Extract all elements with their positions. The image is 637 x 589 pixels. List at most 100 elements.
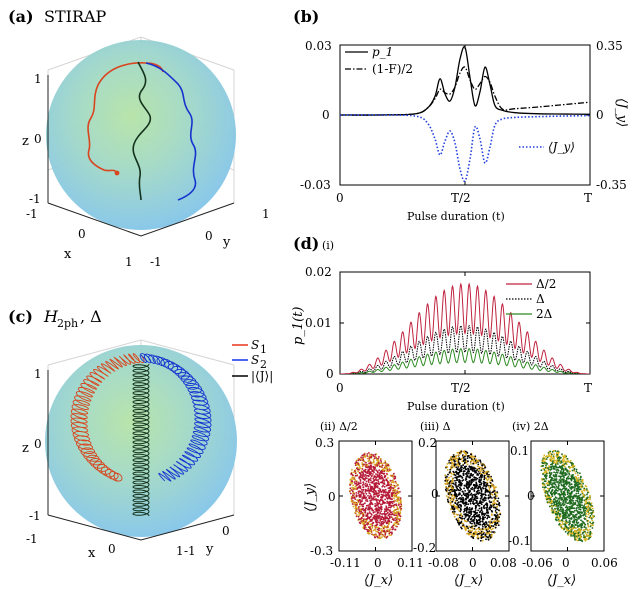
- scatter-point: [558, 493, 561, 495]
- scatter-point: [577, 525, 579, 528]
- scatter-point: [471, 455, 473, 457]
- scatter-point: [364, 502, 366, 505]
- scatter-point: [494, 518, 497, 520]
- scatter-point: [581, 485, 584, 488]
- scatter-point: [488, 508, 490, 510]
- scatter-point: [488, 525, 490, 528]
- scatter-point: [584, 532, 587, 534]
- scatter-point: [588, 502, 591, 505]
- scatter-point: [556, 497, 558, 499]
- scatter-point: [471, 520, 473, 523]
- scatter-point: [448, 489, 450, 492]
- scatter-point: [391, 475, 394, 478]
- scatter-point: [479, 481, 481, 483]
- scatter-point: [545, 477, 548, 480]
- scatter-point: [568, 485, 570, 488]
- scatter-point: [367, 475, 370, 478]
- scatter-point: [583, 504, 585, 507]
- scatter-point: [370, 515, 372, 518]
- sphere-a-y-tick: 1: [262, 207, 270, 221]
- scatter-point: [361, 468, 364, 470]
- scatter-point: [482, 501, 484, 503]
- scatter-point: [570, 505, 573, 508]
- scatter-point: [372, 477, 375, 480]
- scatter-point: [392, 474, 394, 476]
- scatter-point: [557, 505, 559, 508]
- scatter-point: [592, 524, 595, 527]
- scatter-point: [384, 517, 387, 520]
- scatter-point: [496, 500, 499, 502]
- panel-b-left-tick: 0.03: [305, 39, 332, 53]
- scatter-point: [464, 504, 466, 507]
- scatter-point: [546, 484, 549, 486]
- scatter-point: [545, 464, 547, 467]
- scatter-point: [377, 526, 380, 529]
- scatter-point: [584, 530, 586, 533]
- scatter-point: [569, 512, 572, 515]
- scatter-point: [462, 464, 464, 467]
- scatter-point: [562, 480, 565, 483]
- scatter-point: [575, 516, 578, 519]
- scatter-point: [364, 496, 366, 499]
- scatter-point: [470, 508, 472, 511]
- scatter-iii: [435, 440, 510, 552]
- trajectory-s2: [139, 353, 212, 482]
- scatter-point: [378, 482, 380, 485]
- scatter-point: [543, 488, 545, 491]
- scatter-point: [550, 468, 553, 471]
- scatter-point: [455, 506, 458, 509]
- scatter-point: [469, 502, 472, 505]
- scatter-point: [468, 476, 471, 479]
- scatter-point: [366, 453, 369, 455]
- scatter-point: [575, 487, 578, 490]
- scatter-point: [568, 492, 571, 495]
- scatter-point: [472, 519, 475, 522]
- scatter-point: [469, 529, 472, 532]
- scatter-point: [480, 500, 482, 503]
- scatter-point: [585, 512, 588, 515]
- scatter-point: [486, 509, 488, 512]
- scatter-point: [474, 459, 477, 462]
- scatter-point: [384, 515, 387, 518]
- scatter-point: [570, 495, 573, 498]
- scatter-point: [474, 471, 476, 474]
- scatter-point: [475, 493, 478, 495]
- scatter-point: [574, 538, 576, 541]
- scatter-point: [481, 520, 484, 523]
- scatter-point: [464, 507, 466, 510]
- scatter-point: [382, 527, 385, 530]
- scatter-point: [391, 492, 394, 494]
- scatter-point: [583, 499, 586, 502]
- series-line-Δ/2: [340, 282, 590, 374]
- scatter-point: [474, 494, 476, 497]
- scatter-point: [571, 477, 574, 480]
- scatter-point: [460, 527, 463, 530]
- scatter-point: [591, 511, 594, 514]
- scatter-point: [482, 536, 484, 538]
- scatter-point: [486, 530, 489, 533]
- scatter-point: [568, 508, 571, 510]
- scatter-point: [378, 465, 381, 468]
- scatter-point: [498, 520, 501, 523]
- scatter-point: [452, 462, 455, 465]
- scatter-point: [396, 506, 399, 508]
- scatter-point: [379, 481, 382, 484]
- sphere-a-trajectories: [87, 61, 197, 201]
- scatter-point: [488, 489, 491, 492]
- scatter-point: [548, 494, 551, 497]
- scatter-point: [450, 466, 452, 468]
- scatter-point: [561, 523, 564, 525]
- scatter-point: [369, 505, 371, 508]
- scatter-point: [387, 464, 390, 466]
- scatter-point: [459, 492, 461, 495]
- scatter-point: [357, 506, 360, 508]
- scatter-point: [388, 534, 391, 536]
- scatter-point: [377, 457, 380, 460]
- scatter-point: [560, 491, 563, 494]
- scatter-point: [486, 481, 488, 484]
- scatter-point: [444, 479, 447, 482]
- panel-c-title-tail: , Δ: [80, 307, 102, 326]
- scatter-ii-y-tick: 0: [328, 490, 336, 504]
- scatter-point: [475, 484, 477, 487]
- scatter-point: [571, 527, 574, 530]
